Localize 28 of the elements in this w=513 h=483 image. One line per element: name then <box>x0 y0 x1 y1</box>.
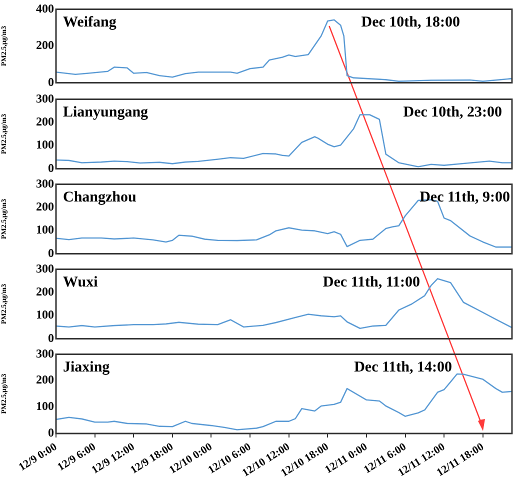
y-tick-label: 400 <box>36 1 54 16</box>
y-tick-label: 100 <box>36 399 54 414</box>
y-tick-label: 300 <box>36 346 54 360</box>
y-tick-label: 100 <box>36 138 54 152</box>
y-tick-label: 200 <box>36 284 54 298</box>
y-tick-label: 200 <box>36 38 54 52</box>
chart-title: Wuxi <box>63 274 98 291</box>
y-tick-label: 200 <box>36 114 54 128</box>
annotation: Dec 11th, 11:00 <box>322 274 420 291</box>
y-tick-label: 0 <box>48 426 54 440</box>
y-tick-label: 300 <box>36 176 54 190</box>
chart-title: Jiaxing <box>63 360 110 376</box>
y-tick-label: 0 <box>48 74 54 89</box>
y-tick-label: 300 <box>36 261 54 276</box>
y-tick-label: 200 <box>36 199 54 214</box>
annotation: Dec 11th, 14:00 <box>354 360 452 376</box>
annotation: Dec 10th, 18:00 <box>361 14 460 31</box>
y-tick-label: 100 <box>36 308 54 322</box>
chart-title: Weifang <box>63 14 117 31</box>
annotation: Dec 10th, 23:00 <box>403 104 502 121</box>
y-tick-label: 0 <box>48 330 54 345</box>
chart-title: Changzhou <box>63 190 136 206</box>
y-tick-label: 100 <box>36 222 54 237</box>
y-tick-label: 0 <box>48 246 54 260</box>
chart-title: Lianyungang <box>63 104 149 121</box>
y-tick-label: 0 <box>48 160 54 175</box>
y-tick-label: 200 <box>36 372 54 387</box>
y-tick-label: 300 <box>36 91 54 106</box>
